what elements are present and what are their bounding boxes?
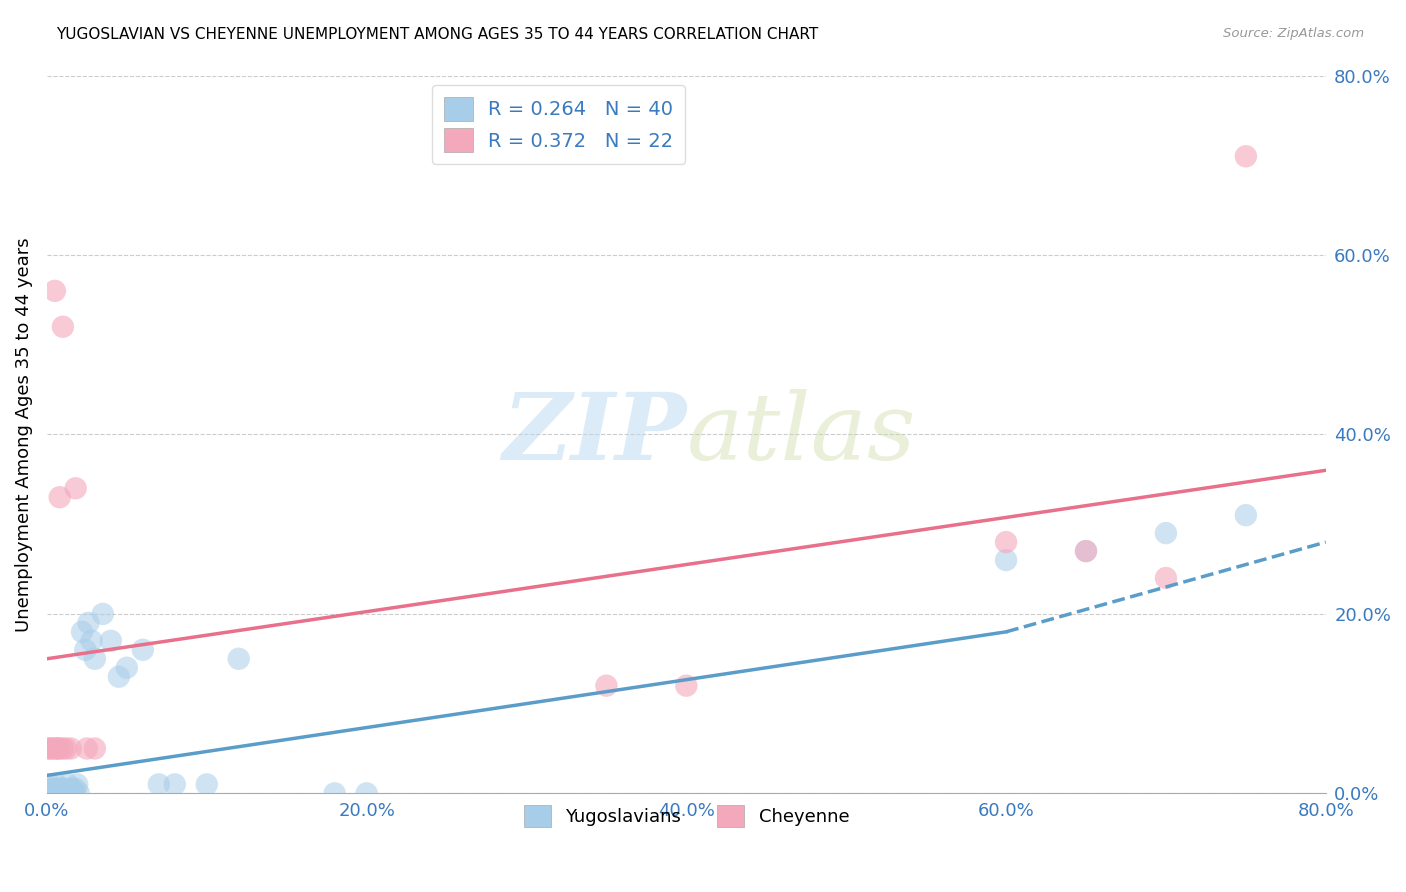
Point (44, 284, 66, 298)
Point (63, 786, 86, 800)
Point (59, 741, 82, 756)
Point (55, 781, 77, 796)
Legend: Yugoslavians, Cheyenne: Yugoslavians, Cheyenne (516, 798, 856, 835)
Point (58, 786, 80, 800)
Point (115, 661, 138, 675)
Point (59, 781, 82, 796)
Point (48, 490, 70, 504)
Point (100, 633, 122, 648)
Point (65, 481, 87, 495)
Point (46, 781, 69, 796)
Point (1154, 571, 1177, 585)
Text: Source: ZipAtlas.com: Source: ZipAtlas.com (1223, 27, 1364, 40)
Point (51, 781, 73, 796)
Text: YUGOSLAVIAN VS CHEYENNE UNEMPLOYMENT AMONG AGES 35 TO 44 YEARS CORRELATION CHART: YUGOSLAVIAN VS CHEYENNE UNEMPLOYMENT AMO… (56, 27, 818, 42)
Point (1234, 149, 1257, 163)
Point (53, 786, 76, 800)
Point (83, 741, 105, 756)
Point (108, 670, 131, 684)
Point (148, 777, 170, 791)
Point (41, 786, 63, 800)
Point (56, 777, 79, 791)
Point (1154, 526, 1177, 541)
Text: ZIP: ZIP (502, 390, 686, 479)
Point (37, 741, 59, 756)
Point (44, 786, 66, 800)
Point (995, 553, 1018, 567)
Point (37, 781, 59, 796)
Point (39, 741, 62, 756)
Point (67, 786, 90, 800)
Point (675, 679, 697, 693)
Point (48, 741, 70, 756)
Point (163, 777, 186, 791)
Point (323, 786, 346, 800)
Point (45, 777, 67, 791)
Point (356, 786, 378, 800)
Point (52, 319, 75, 334)
Point (65, 781, 87, 796)
Point (80, 633, 103, 648)
Point (77, 615, 100, 630)
Point (1234, 508, 1257, 523)
Point (52, 781, 75, 796)
Point (595, 679, 617, 693)
Point (75, 642, 97, 657)
Point (91, 607, 114, 621)
Point (44, 741, 66, 756)
Point (45, 741, 67, 756)
Point (62, 781, 84, 796)
Point (52, 741, 75, 756)
Point (132, 642, 155, 657)
Point (228, 652, 250, 666)
Point (66, 777, 89, 791)
Point (55, 741, 77, 756)
Point (195, 777, 218, 791)
Point (46, 741, 69, 756)
Text: atlas: atlas (686, 390, 915, 479)
Point (83, 652, 105, 666)
Point (39, 777, 62, 791)
Y-axis label: Unemployment Among Ages 35 to 44 years: Unemployment Among Ages 35 to 44 years (15, 237, 32, 632)
Point (995, 535, 1018, 549)
Point (1074, 544, 1097, 558)
Point (70, 624, 93, 639)
Point (1074, 544, 1097, 558)
Point (41, 741, 63, 756)
Point (42, 781, 65, 796)
Point (48, 786, 70, 800)
Point (76, 741, 98, 756)
